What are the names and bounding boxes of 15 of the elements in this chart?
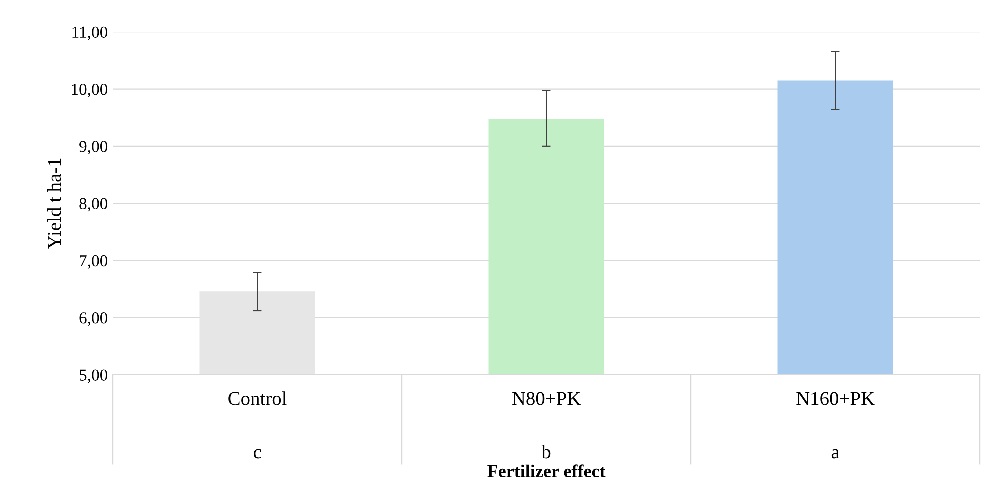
y-tick-label: 6,00 [80, 312, 108, 326]
text: a [832, 449, 840, 459]
y-tick-label: 11,00 [72, 26, 108, 40]
x-tick-label: Control [228, 392, 287, 406]
y-tick-label: 7,00 [80, 255, 108, 270]
y-tick-label: 9,00 [80, 141, 108, 155]
x-axis-title: Fertilizer effect [488, 464, 606, 478]
y-tick-label: 5,00 [80, 370, 108, 384]
x-tick-label: N160+PK [796, 392, 875, 406]
y-axis-title: Yield t ha-1 [47, 158, 62, 250]
text: c [254, 449, 262, 459]
text: b [542, 445, 551, 459]
y-tick-label: 8,00 [80, 198, 108, 212]
y-tick-label: 10,00 [72, 84, 108, 98]
x-tick-label: N80+PK [512, 392, 582, 406]
